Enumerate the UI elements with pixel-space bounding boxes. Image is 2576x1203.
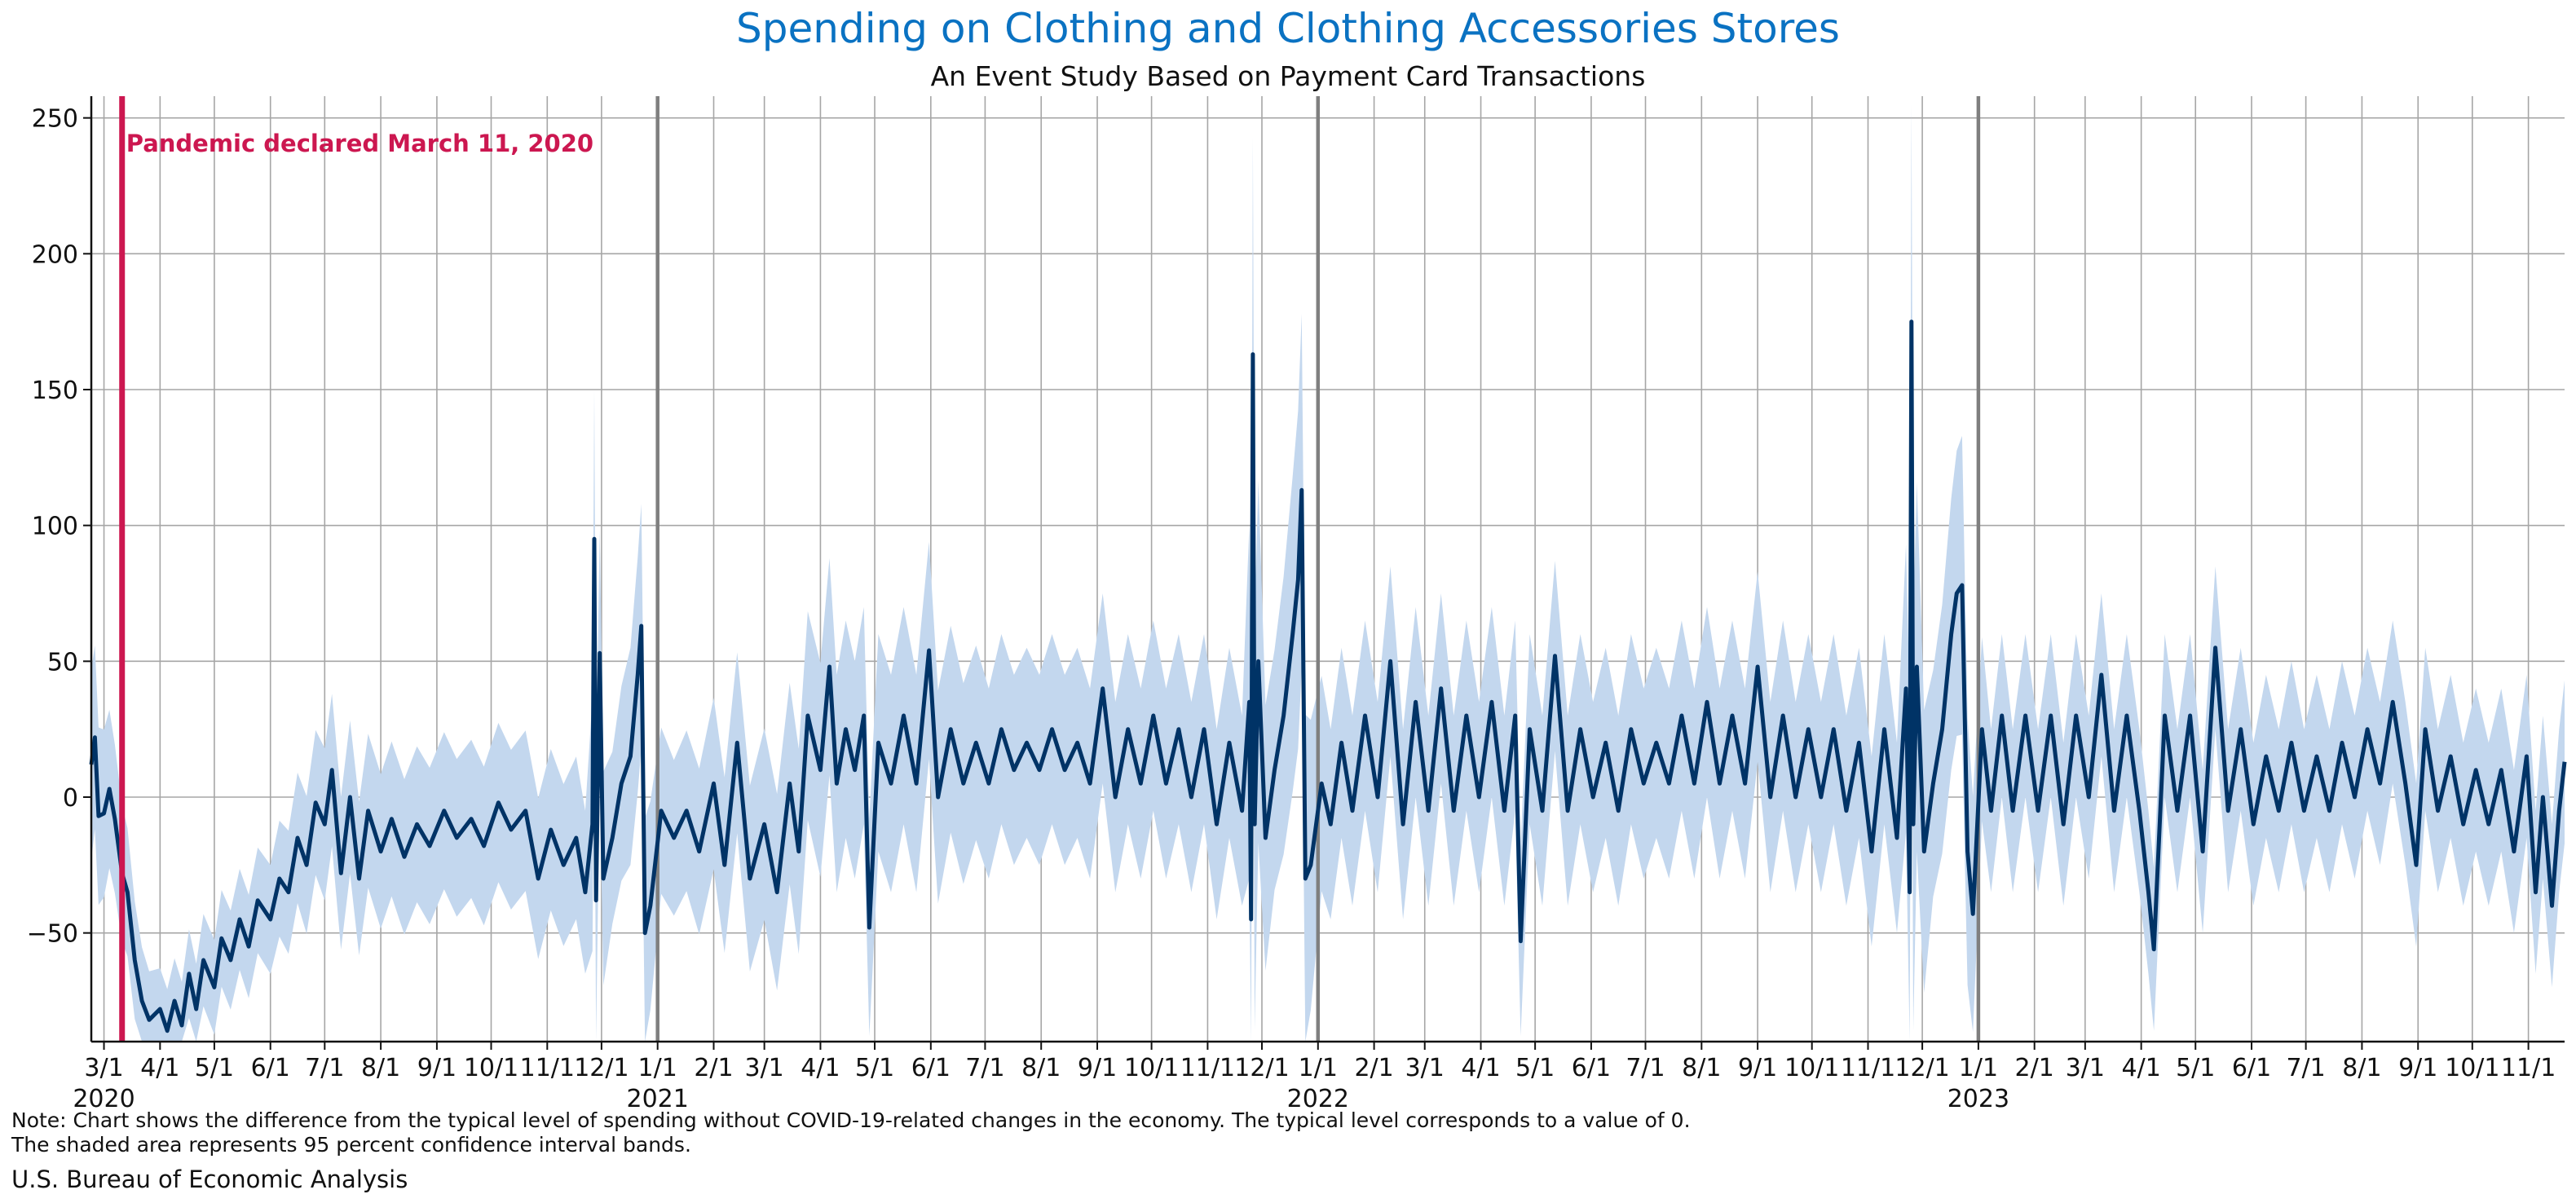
x-tick-label-3: 6/1 <box>251 1054 290 1082</box>
x-axis-ticks: 3/1 4/1 5/1 6/1 7/1 8/1 9/1 10/1 11/1 12/1 1/1 2/1 3… <box>84 1042 2556 1082</box>
x-tick-label-4: 7/1 <box>305 1054 344 1082</box>
x-tick-label-5: 8/1 <box>361 1054 400 1082</box>
x-tick-label-7: 10/1 <box>464 1054 518 1082</box>
year-divider-lines <box>655 96 1981 1042</box>
x-tick-label-26: 5/1 <box>1515 1054 1555 1082</box>
x-tick-label-16: 7/1 <box>965 1054 1004 1082</box>
chart-note-line-1: Note: Chart shows the difference from th… <box>11 1108 1691 1132</box>
x-tick-label-29: 8/1 <box>1682 1054 1721 1082</box>
x-tick-label-0: 3/1 <box>84 1054 123 1082</box>
spending-series-line <box>89 319 2567 1033</box>
x-tick-label-38: 5/1 <box>2176 1054 2215 1082</box>
year-label-0: 2020 <box>73 1085 135 1113</box>
source-label: U.S. Bureau of Economic Analysis <box>11 1166 408 1193</box>
chart-title: Spending on Clothing and Clothing Access… <box>736 5 1840 52</box>
y-tick-label-5: 200 <box>32 240 78 269</box>
x-tick-label-31: 10/1 <box>1784 1054 1839 1082</box>
x-tick-label-2: 5/1 <box>195 1054 234 1082</box>
y-tick-label-0: −50 <box>27 920 78 949</box>
x-tick-label-10: 1/1 <box>638 1054 677 1082</box>
x-tick-label-8: 11/1 <box>520 1054 575 1082</box>
chart-note-line-2: The shaded area represents 95 percent co… <box>11 1133 691 1157</box>
x-tick-label-12: 3/1 <box>744 1054 783 1082</box>
x-tick-label-1: 4/1 <box>140 1054 179 1082</box>
x-tick-label-40: 7/1 <box>2286 1054 2325 1082</box>
x-tick-label-27: 6/1 <box>1572 1054 1611 1082</box>
confidence-interval-band <box>91 104 2565 1042</box>
x-tick-label-6: 9/1 <box>417 1054 457 1082</box>
y-axis-ticks: −50 0 50 100 150 200 250 <box>27 105 91 949</box>
x-tick-label-39: 6/1 <box>2232 1054 2271 1082</box>
chart-subtitle: An Event Study Based on Payment Card Tra… <box>930 60 1646 92</box>
x-tick-label-14: 5/1 <box>855 1054 894 1082</box>
x-tick-label-23: 2/1 <box>1354 1054 1393 1082</box>
year-label-2: 2022 <box>1287 1085 1349 1113</box>
x-tick-label-13: 4/1 <box>801 1054 840 1082</box>
x-tick-label-25: 4/1 <box>1461 1054 1500 1082</box>
x-tick-label-30: 9/1 <box>1738 1054 1777 1082</box>
x-tick-label-28: 7/1 <box>1625 1054 1665 1082</box>
x-tick-label-19: 10/1 <box>1124 1054 1179 1082</box>
year-label-1: 2021 <box>627 1085 689 1113</box>
x-tick-label-24: 3/1 <box>1405 1054 1445 1082</box>
y-tick-label-2: 50 <box>47 648 78 676</box>
year-label-3: 2023 <box>1947 1085 2009 1113</box>
x-tick-label-11: 2/1 <box>694 1054 733 1082</box>
x-tick-label-33: 12/1 <box>1895 1054 1949 1082</box>
x-tick-label-44: 11/1 <box>2501 1054 2556 1082</box>
x-tick-label-32: 11/1 <box>1841 1054 1895 1082</box>
x-tick-label-36: 3/1 <box>2066 1054 2105 1082</box>
y-tick-label-4: 150 <box>32 377 78 405</box>
x-tick-label-20: 11/1 <box>1180 1054 1235 1082</box>
y-tick-label-1: 0 <box>63 784 78 813</box>
x-tick-label-18: 9/1 <box>1078 1054 1117 1082</box>
x-tick-label-37: 4/1 <box>2122 1054 2161 1082</box>
x-tick-label-34: 1/1 <box>1959 1054 1998 1082</box>
x-tick-label-9: 12/1 <box>574 1054 629 1082</box>
x-tick-label-35: 2/1 <box>2015 1054 2054 1082</box>
y-tick-label-3: 100 <box>32 513 78 541</box>
x-tick-label-21: 12/1 <box>1234 1054 1289 1082</box>
x-tick-label-41: 8/1 <box>2342 1054 2381 1082</box>
x-tick-label-22: 1/1 <box>1299 1054 1338 1082</box>
year-labels: 2020 2021 2022 2023 <box>73 1085 2009 1113</box>
x-tick-label-43: 10/1 <box>2445 1054 2499 1082</box>
x-tick-label-42: 9/1 <box>2398 1054 2437 1082</box>
x-tick-label-17: 8/1 <box>1021 1054 1061 1082</box>
x-tick-label-15: 6/1 <box>911 1054 951 1082</box>
y-tick-label-6: 250 <box>32 105 78 134</box>
pandemic-event-label: Pandemic declared March 11, 2020 <box>126 130 593 157</box>
